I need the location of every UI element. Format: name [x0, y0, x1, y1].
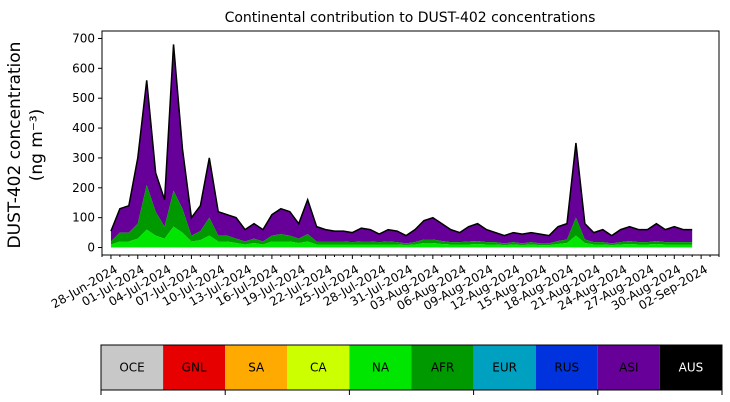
- y-axis-label-line1: DUST-402 concentration: [5, 42, 25, 249]
- legend-label-EUR: EUR: [492, 361, 517, 375]
- legend-label-AUS: AUS: [679, 361, 704, 375]
- plot-frame: [101, 30, 720, 256]
- legend-swatch-GNL: [163, 345, 226, 390]
- y-tick-label: 600: [72, 61, 95, 75]
- legend-label-NA: NA: [372, 361, 390, 375]
- legend-swatch-EUR: [473, 345, 536, 390]
- chart-title: Continental contribution to DUST-402 con…: [225, 10, 596, 26]
- y-tick-label: 500: [72, 91, 95, 105]
- y-tick-label: 0: [87, 241, 95, 255]
- legend-swatch-ASI: [597, 345, 660, 390]
- y-tick-label: 700: [72, 31, 95, 45]
- y-axis: 0 100 200 300 400 500 600 700: [72, 31, 102, 255]
- legend-label-GNL: GNL: [182, 361, 207, 375]
- area-ASI: [110, 44, 693, 244]
- total-line: [110, 44, 693, 237]
- y-axis-label: DUST-402 concentration (ng m⁻³): [5, 42, 47, 249]
- legend-swatch-CA: [287, 345, 350, 390]
- legend-swatch-NA: [349, 345, 412, 390]
- legend: OCE GNL SA CA NA AFR EUR RUS ASI AUS: [100, 344, 723, 395]
- y-tick-label: 100: [72, 211, 95, 225]
- legend-label-SA: SA: [248, 361, 265, 375]
- legend-label-CA: CA: [310, 361, 327, 375]
- legend-swatch-AFR: [411, 345, 474, 390]
- y-tick-label: 300: [72, 151, 95, 165]
- legend-label-OCE: OCE: [119, 361, 144, 375]
- legend-frame: [100, 344, 723, 391]
- legend-swatch-AUS: [659, 345, 722, 390]
- y-tick-label: 400: [72, 121, 95, 135]
- x-axis: 28-Jun-202401-Jul-202404-Jul-202407-Jul-…: [49, 255, 720, 313]
- legend-swatch-OCE: [101, 345, 164, 390]
- legend-label-ASI: ASI: [619, 361, 638, 375]
- legend-swatch-SA: [225, 345, 288, 390]
- plot-area: [101, 30, 720, 256]
- y-axis-label-line2: (ng m⁻³): [27, 109, 47, 182]
- y-tick-label: 200: [72, 181, 95, 195]
- legend-swatch-RUS: [535, 345, 598, 390]
- legend-label-AFR: AFR: [431, 361, 454, 375]
- area-NA: [110, 226, 693, 248]
- legend-label-RUS: RUS: [554, 361, 579, 375]
